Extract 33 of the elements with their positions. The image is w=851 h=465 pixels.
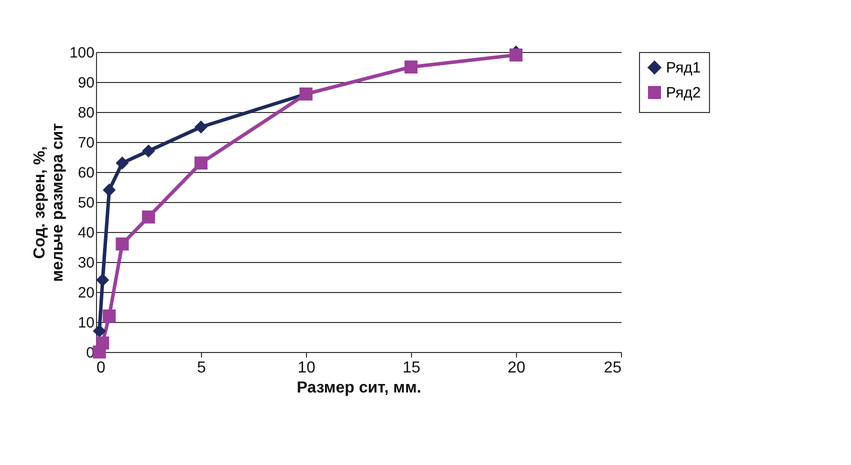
y-tick-label: 50	[78, 194, 94, 212]
point	[116, 237, 129, 251]
point	[102, 183, 116, 197]
legend-label: Ряд1	[666, 60, 701, 76]
y-tick-label: 30	[78, 254, 94, 272]
y-tick-label: 10	[78, 314, 94, 332]
point	[142, 144, 156, 158]
y-tick-label: 80	[78, 104, 94, 122]
point	[96, 336, 110, 350]
legend-label: Ряд2	[666, 84, 701, 102]
point	[92, 324, 106, 338]
point	[116, 156, 129, 170]
y-axis-title: Сод. зерен, %, мельче размера сит	[31, 122, 66, 282]
x-tick-label: 15	[402, 360, 420, 376]
y-tick-label: 90	[78, 74, 94, 92]
point	[194, 156, 208, 170]
x-tick-label: 5	[197, 360, 206, 376]
point	[509, 48, 523, 62]
x-tick-label: 25	[604, 360, 622, 376]
point	[404, 60, 418, 74]
x-tick-label: 0	[96, 360, 106, 376]
y-tick-label: 70	[78, 134, 94, 152]
x-tick-label: 20	[508, 360, 526, 376]
point	[142, 210, 156, 224]
y-tick-label: 20	[78, 284, 94, 302]
x-tick-label: 10	[298, 360, 316, 376]
point	[102, 309, 116, 323]
point	[194, 120, 208, 134]
y-tick-label: 100	[69, 44, 94, 62]
point	[96, 273, 110, 287]
y-tick-label: 60	[78, 164, 94, 182]
y-tick-label: 40	[78, 224, 94, 242]
x-axis-title: Размер сит, мм.	[296, 380, 422, 396]
